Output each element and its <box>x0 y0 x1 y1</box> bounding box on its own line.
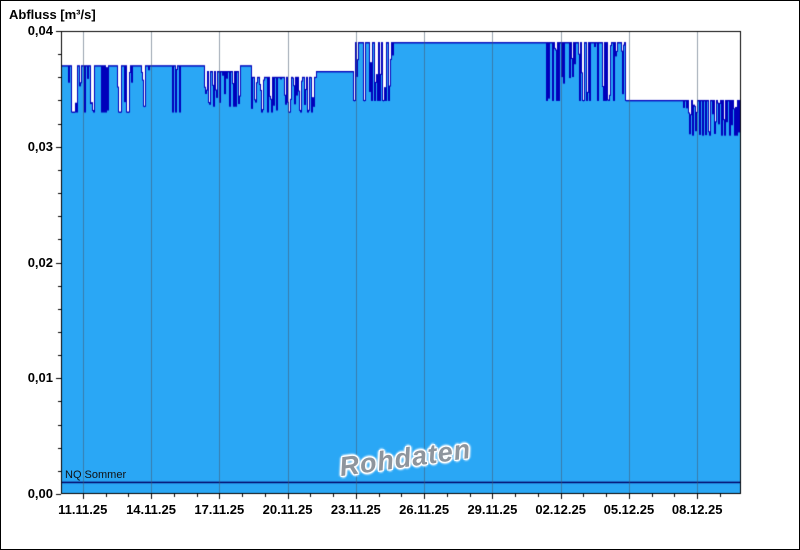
y-tick-label: 0,01 <box>27 370 53 386</box>
y-tick-label: 0,04 <box>27 23 53 38</box>
y-axis-title: Abfluss [m³/s] <box>9 7 96 22</box>
x-tick-label: 26.11.25 <box>399 502 450 517</box>
y-tick-label: 0,00 <box>27 486 53 501</box>
y-tick-label: 0,03 <box>27 138 53 154</box>
x-tick-label: 14.11.25 <box>126 502 176 517</box>
x-tick-label: 11.11.25 <box>58 502 108 517</box>
x-tick-label: 17.11.25 <box>194 502 245 517</box>
x-tick-label: 29.11.25 <box>467 502 518 517</box>
x-tick-label: 08.12.25 <box>671 502 723 517</box>
x-tick-label: 02.12.25 <box>535 502 586 517</box>
nq-sommer-label: NQ Sommer <box>65 469 127 481</box>
x-tick-label: 20.11.25 <box>262 502 313 517</box>
y-tick-label: 0,02 <box>27 254 53 270</box>
x-tick-label: 05.12.25 <box>603 502 655 517</box>
x-tick-label: 23.11.25 <box>330 502 381 517</box>
